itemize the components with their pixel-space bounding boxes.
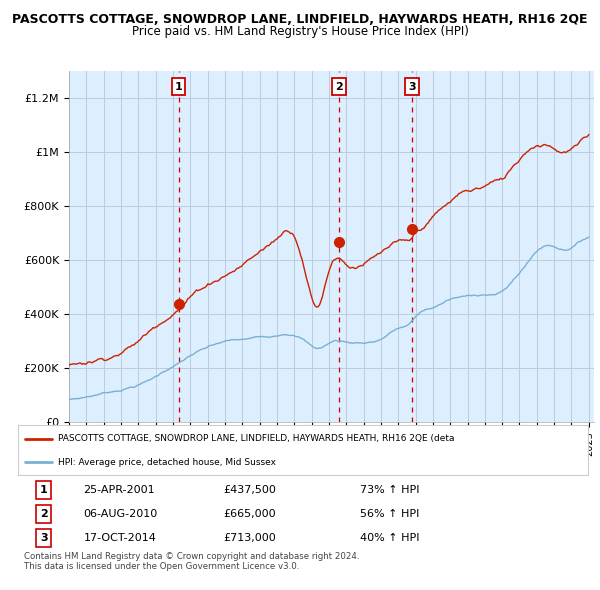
Text: PASCOTTS COTTAGE, SNOWDROP LANE, LINDFIELD, HAYWARDS HEATH, RH16 2QE: PASCOTTS COTTAGE, SNOWDROP LANE, LINDFIE… [12,13,588,26]
Text: £665,000: £665,000 [223,509,276,519]
Text: 2: 2 [40,509,47,519]
Text: PASCOTTS COTTAGE, SNOWDROP LANE, LINDFIELD, HAYWARDS HEATH, RH16 2QE (deta: PASCOTTS COTTAGE, SNOWDROP LANE, LINDFIE… [58,434,454,443]
Text: 17-OCT-2014: 17-OCT-2014 [83,533,157,543]
Text: 25-APR-2001: 25-APR-2001 [83,485,155,495]
Text: 56% ↑ HPI: 56% ↑ HPI [360,509,419,519]
Text: 06-AUG-2010: 06-AUG-2010 [83,509,158,519]
Text: Contains HM Land Registry data © Crown copyright and database right 2024.: Contains HM Land Registry data © Crown c… [24,552,359,561]
Text: 1: 1 [40,485,47,495]
Text: 73% ↑ HPI: 73% ↑ HPI [360,485,419,495]
Text: 2: 2 [335,81,343,91]
Text: 3: 3 [40,533,47,543]
Text: £437,500: £437,500 [223,485,276,495]
Text: £713,000: £713,000 [223,533,276,543]
Text: 1: 1 [175,81,182,91]
Text: 40% ↑ HPI: 40% ↑ HPI [360,533,419,543]
Text: This data is licensed under the Open Government Licence v3.0.: This data is licensed under the Open Gov… [24,562,299,571]
Text: 3: 3 [408,81,416,91]
Text: Price paid vs. HM Land Registry's House Price Index (HPI): Price paid vs. HM Land Registry's House … [131,25,469,38]
Text: HPI: Average price, detached house, Mid Sussex: HPI: Average price, detached house, Mid … [58,458,276,467]
